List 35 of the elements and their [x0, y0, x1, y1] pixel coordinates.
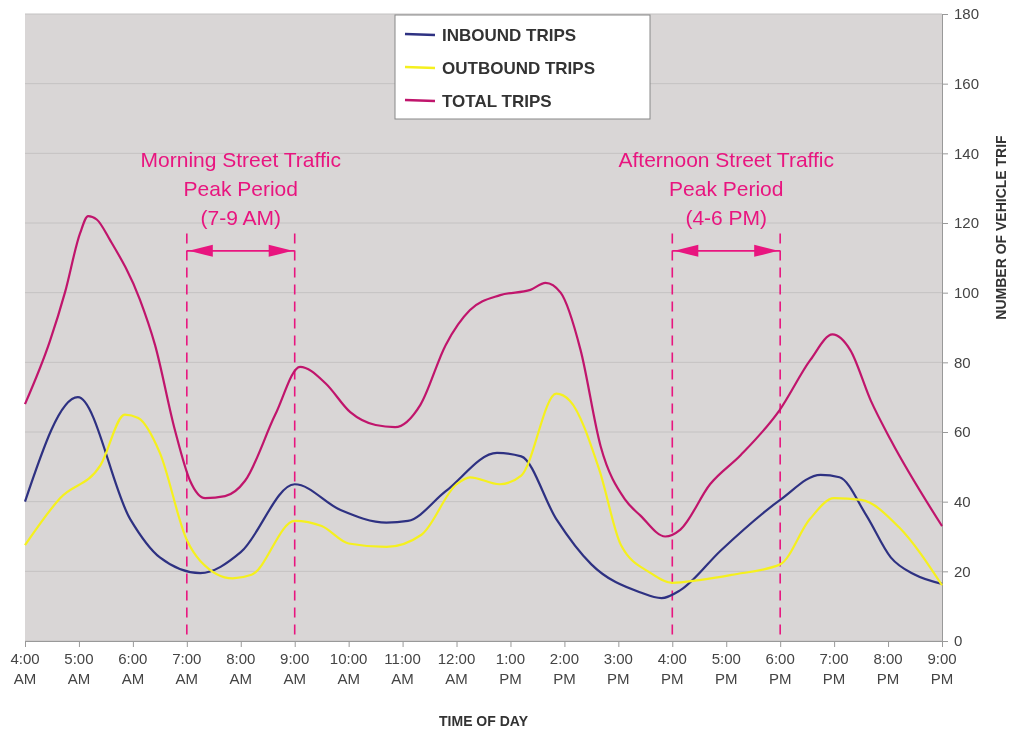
x-tick-label: 9:00 AM [280, 650, 310, 687]
x-tick-label: 7:00 AM [172, 650, 202, 687]
y-tick-label: 60 [954, 423, 971, 441]
x-tick-label: 5:00 PM [711, 650, 741, 687]
x-tick-label: 5:00 AM [64, 650, 94, 687]
y-tick-label: 140 [954, 144, 980, 162]
x-tick-label: 11:00 AM [384, 650, 421, 687]
x-tick-label: 4:00 PM [657, 650, 687, 687]
x-tick-label: 6:00 PM [765, 650, 795, 687]
legend-label: TOTAL TRIPS [442, 92, 552, 111]
x-tick-label: 8:00 PM [873, 650, 903, 687]
x-tick-label: 3:00 PM [603, 650, 633, 687]
y-tick-label: 40 [954, 492, 971, 510]
y-tick-label: 100 [954, 283, 980, 301]
x-tick-label: 1:00 PM [495, 650, 526, 687]
y-tick-label: 160 [954, 74, 980, 92]
x-tick-label: 4:00 AM [10, 650, 40, 687]
legend-label: OUTBOUND TRIPS [442, 59, 595, 78]
x-tick-label: 9:00 PM [927, 650, 957, 687]
x-tick-label: 8:00 AM [226, 650, 256, 687]
y-tick-label: 20 [954, 562, 971, 580]
y-axis-title: NUMBER OF VEHICLE TRIF [993, 134, 1009, 320]
y-tick-label: 120 [954, 214, 980, 232]
x-tick-label: 2:00 PM [549, 650, 580, 687]
x-tick-label: 12:00 AM [437, 650, 476, 687]
y-tick-label: 80 [954, 353, 971, 371]
legend-label: INBOUND TRIPS [442, 26, 577, 45]
x-tick-label: 6:00 AM [118, 650, 148, 687]
annotation: Morning Street Traffic Peak Period (7-9 AM) [140, 147, 341, 229]
x-tick-label: 7:00 PM [819, 650, 849, 687]
annotation: Afternoon Street Traffic Peak Period (4-6 PM) [618, 147, 835, 229]
y-tick-label: 180 [954, 5, 980, 23]
x-tick-label: 10:00 AM [329, 650, 368, 687]
y-tick-label: 0 [954, 632, 963, 650]
x-axis-title: TIME OF DAY [439, 713, 529, 729]
